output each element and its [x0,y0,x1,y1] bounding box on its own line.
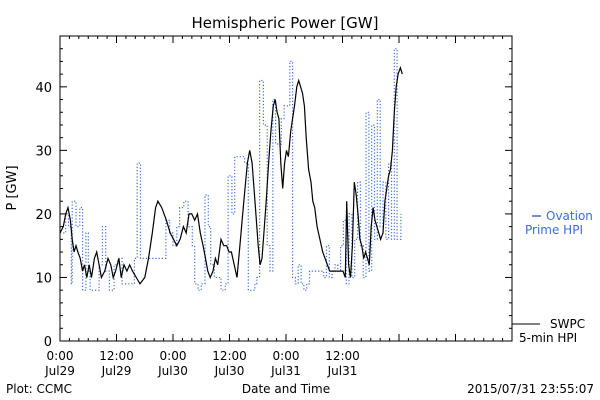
ovation-hpi-step-line [60,48,402,291]
y-axis: 0 10 20 30 40 [35,35,512,350]
footer-plot-credit: Plot: CCMC [6,382,72,396]
series-ovation-prime-hpi [60,48,402,291]
plot-frame [59,35,513,342]
x-tick-time-label: 0:00 [273,349,300,363]
y-tick-label: 40 [35,81,52,96]
y-axis-label: P [GW] [5,165,20,210]
x-tick-date-label: Jul30 [214,364,245,378]
x-tick-time-label: 0:00 [160,349,187,363]
x-tick-time-label: 12:00 [212,349,247,363]
chart-title: Hemispheric Power [GW] [192,14,379,32]
legend-ovation-line2: Prime HPI [525,223,583,237]
x-tick-date-label: Jul31 [270,364,301,378]
x-tick-date-label: Jul29 [44,364,75,378]
swpc-hpi-line [59,65,403,285]
y-tick-label: 20 [35,208,52,223]
x-tick-date-label: Jul31 [327,364,358,378]
x-tick-date-label: Jul29 [101,364,132,378]
legend-swpc-line2: 5-min HPI [519,331,577,345]
x-axis-label: Date and Time [242,382,330,396]
footer-timestamp: 2015/07/31 23:55:07 [467,382,594,396]
x-axis: 0:00Jul2912:00Jul290:00Jul3012:00Jul300:… [44,36,513,378]
y-tick-label: 30 [35,144,52,159]
y-tick-label: 10 [35,271,52,286]
legend-swpc-line1: SWPC [550,317,585,331]
y-tick-label: 0 [44,335,52,350]
x-tick-time-label: 12:00 [325,349,360,363]
x-tick-time-label: 12:00 [99,349,134,363]
legend-ovation-line1: Ovation [546,209,593,223]
series-swpc-5min-hpi [59,65,403,285]
x-tick-date-label: Jul30 [157,364,188,378]
x-tick-time-label: 0:00 [47,349,74,363]
